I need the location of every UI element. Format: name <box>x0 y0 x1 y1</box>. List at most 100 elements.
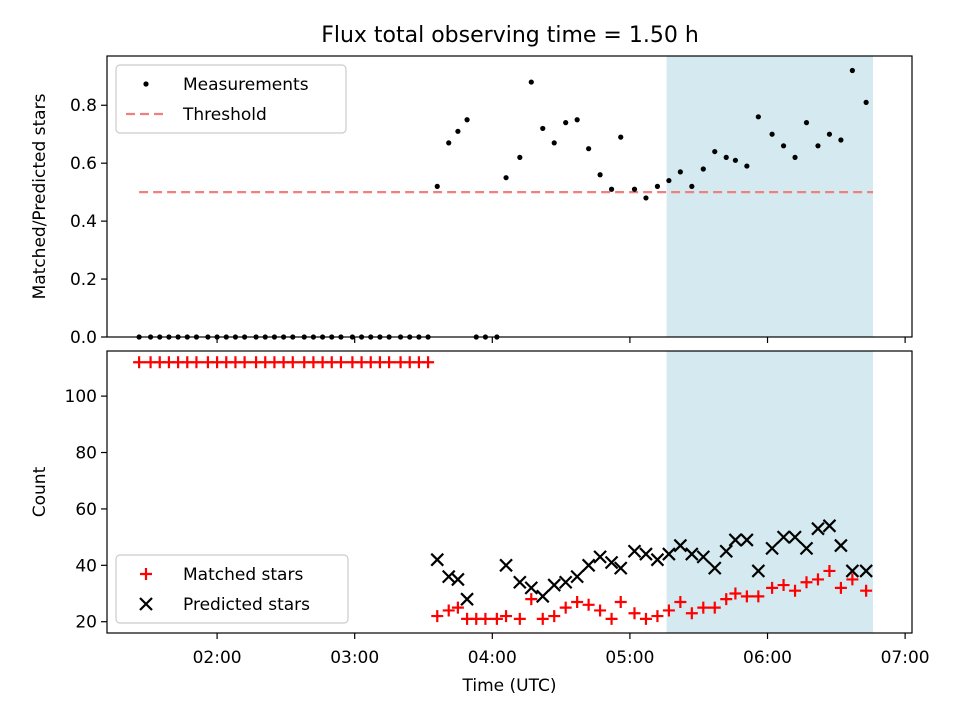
matched-star-point <box>422 356 435 369</box>
matched-star-point <box>860 584 873 597</box>
y-axis-label: Matched/Predicted stars <box>30 93 50 299</box>
predicted-star-point <box>639 547 653 561</box>
matched-star-point <box>720 593 733 606</box>
predicted-star-point <box>581 558 596 573</box>
predicted-star-point <box>613 561 628 575</box>
matched-star-point <box>500 610 513 623</box>
measurement-point <box>434 183 440 189</box>
matched-star-point <box>559 601 572 614</box>
matched-star-point <box>811 573 824 586</box>
matched-star-point <box>789 584 802 597</box>
matched-star-point <box>238 356 251 369</box>
measurement-point <box>838 137 844 143</box>
matched-star-point <box>628 607 641 620</box>
predicted-star-point <box>765 541 779 556</box>
legend-predicted-marker <box>139 597 153 611</box>
measurement-point <box>792 154 798 160</box>
shaded-region <box>666 56 874 337</box>
predicted-star-point <box>662 547 676 561</box>
predicted-star-point <box>524 581 539 595</box>
y-tick-label: 100 <box>65 387 97 407</box>
measurement-point <box>586 146 592 152</box>
y-tick-label: 0.8 <box>70 96 97 116</box>
y-tick-label: 60 <box>75 500 97 520</box>
measurement-point <box>551 140 557 146</box>
matched-star-point <box>685 607 698 620</box>
matched-star-point <box>431 610 444 623</box>
matched-star-point <box>525 593 538 606</box>
predicted-star-point <box>627 544 642 558</box>
measurement-point <box>780 143 787 149</box>
y-tick-label: 0.0 <box>70 328 97 348</box>
matched-star-point <box>639 612 652 625</box>
predicted-star-point <box>604 555 619 570</box>
x-tick-label: 04:00 <box>468 648 517 668</box>
predicted-star-point <box>451 572 465 587</box>
measurement-point <box>803 120 810 126</box>
legend-matched-marker <box>140 568 152 580</box>
matched-star-point <box>846 573 859 586</box>
measurement-point <box>608 186 615 192</box>
predicted-star-point <box>460 592 474 606</box>
matched-star-point <box>740 590 753 603</box>
measurement-point <box>464 117 470 123</box>
matched-star-point <box>286 356 299 369</box>
predicted-star-point <box>751 564 766 578</box>
matched-star-point <box>490 612 503 625</box>
legend-measurements-marker <box>143 81 149 87</box>
x-tick-label: 05:00 <box>605 648 654 668</box>
measurements-panel: 0.0 0.2 0.4 0.6 0.8 Matched/Predicted stars Me… <box>30 55 913 348</box>
matched-star-point <box>752 590 765 603</box>
y-tick-label: 0.2 <box>70 270 97 290</box>
predicted-star-point <box>441 569 456 584</box>
x-axis-label: Time (UTC) <box>462 676 557 696</box>
matched-star-point <box>834 581 847 594</box>
legend-label: Threshold <box>182 105 267 125</box>
x-tick-label: 07:00 <box>881 648 930 668</box>
predicted-star-point <box>593 550 607 564</box>
measurement-point <box>563 120 569 126</box>
predicted-star-point <box>822 519 837 533</box>
legend-label: Measurements <box>183 75 309 95</box>
predicted-star-point <box>650 552 665 567</box>
y-tick-label: 80 <box>75 444 97 464</box>
measurement-point <box>712 148 718 155</box>
predicted-star-point <box>513 575 527 590</box>
measurement-point <box>815 143 821 149</box>
matched-star-point <box>823 564 836 577</box>
legend-label: Matched stars <box>183 565 303 585</box>
predicted-star-point <box>811 521 825 536</box>
predicted-star-point <box>535 589 550 604</box>
shaded-region <box>666 351 874 633</box>
matched-star-point <box>513 612 526 625</box>
predicted-star-point <box>859 564 873 578</box>
measurement-point <box>689 183 695 189</box>
matched-star-point <box>605 612 618 625</box>
measurement-point <box>597 172 603 178</box>
measurement-point <box>517 154 523 160</box>
measurement-point <box>755 114 761 120</box>
legend-box <box>115 554 349 624</box>
matched-star-point <box>571 595 584 608</box>
measurement-point <box>574 117 580 123</box>
matched-star-point <box>777 579 790 592</box>
x-tick-label: 03:00 <box>330 648 379 668</box>
counts-panel: 20 40 60 80 100 02:00 03:00 04:00 05:00 06:00 07:0… <box>30 350 930 696</box>
y-tick-label: 0.4 <box>70 212 97 232</box>
measurement-point <box>643 195 649 201</box>
measurement-point <box>677 169 683 175</box>
matched-star-point <box>614 595 627 608</box>
predicted-star-point <box>673 538 688 553</box>
predicted-star-point <box>547 578 561 592</box>
matched-star-point <box>479 612 492 625</box>
matched-star-point <box>548 610 561 623</box>
measurement-point <box>503 175 509 181</box>
measurement-point <box>732 157 739 163</box>
measurement-point <box>700 166 706 172</box>
matched-star-point <box>766 581 779 594</box>
predicted-star-point <box>696 550 711 564</box>
predicted-star-point <box>707 561 722 575</box>
matched-star-point <box>674 595 687 608</box>
y-axis-label: Count <box>30 466 50 517</box>
